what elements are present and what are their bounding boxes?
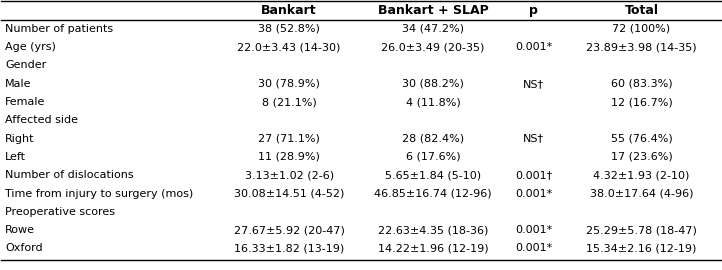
Text: 27.67±5.92 (20-47): 27.67±5.92 (20-47)	[234, 225, 344, 235]
Text: 5.65±1.84 (5-10): 5.65±1.84 (5-10)	[385, 170, 481, 180]
Text: Time from injury to surgery (mos): Time from injury to surgery (mos)	[5, 188, 193, 198]
Text: 22.0±3.43 (14-30): 22.0±3.43 (14-30)	[238, 42, 341, 52]
Text: NS†: NS†	[523, 79, 544, 89]
Text: 34 (47.2%): 34 (47.2%)	[402, 24, 464, 34]
Text: 22.63±4.35 (18-36): 22.63±4.35 (18-36)	[378, 225, 488, 235]
Text: 14.22±1.96 (12-19): 14.22±1.96 (12-19)	[378, 244, 488, 254]
Text: 4 (11.8%): 4 (11.8%)	[406, 97, 461, 107]
Text: Total: Total	[625, 4, 658, 17]
Text: 0.001*: 0.001*	[515, 225, 552, 235]
Text: 30.08±14.51 (4-52): 30.08±14.51 (4-52)	[234, 188, 344, 198]
Text: 23.89±3.98 (14-35): 23.89±3.98 (14-35)	[586, 42, 697, 52]
Text: 28 (82.4%): 28 (82.4%)	[402, 134, 464, 144]
Text: Right: Right	[5, 134, 35, 144]
Text: 0.001*: 0.001*	[515, 244, 552, 254]
Text: Age (yrs): Age (yrs)	[5, 42, 56, 52]
Text: p: p	[529, 4, 538, 17]
Text: Number of patients: Number of patients	[5, 24, 113, 34]
Text: Oxford: Oxford	[5, 244, 43, 254]
Text: 3.13±1.02 (2-6): 3.13±1.02 (2-6)	[245, 170, 334, 180]
Text: Rowe: Rowe	[5, 225, 35, 235]
Text: 8 (21.1%): 8 (21.1%)	[261, 97, 316, 107]
Text: 60 (83.3%): 60 (83.3%)	[611, 79, 672, 89]
Text: 11 (28.9%): 11 (28.9%)	[258, 152, 320, 162]
Text: Gender: Gender	[5, 60, 46, 70]
Text: Bankart + SLAP: Bankart + SLAP	[378, 4, 488, 17]
Text: 38 (52.8%): 38 (52.8%)	[258, 24, 320, 34]
Text: NS†: NS†	[523, 134, 544, 144]
Text: 55 (76.4%): 55 (76.4%)	[611, 134, 672, 144]
Text: 26.0±3.49 (20-35): 26.0±3.49 (20-35)	[381, 42, 484, 52]
Text: 0.001*: 0.001*	[515, 188, 552, 198]
Text: 30 (78.9%): 30 (78.9%)	[258, 79, 320, 89]
Text: Preoperative scores: Preoperative scores	[5, 207, 115, 217]
Text: Affected side: Affected side	[5, 115, 78, 125]
Text: 17 (23.6%): 17 (23.6%)	[611, 152, 672, 162]
Text: Number of dislocations: Number of dislocations	[5, 170, 134, 180]
Text: 16.33±1.82 (13-19): 16.33±1.82 (13-19)	[234, 244, 344, 254]
Text: Bankart: Bankart	[261, 4, 317, 17]
Text: 38.0±17.64 (4-96): 38.0±17.64 (4-96)	[590, 188, 693, 198]
Text: 12 (16.7%): 12 (16.7%)	[611, 97, 672, 107]
Text: 4.32±1.93 (2-10): 4.32±1.93 (2-10)	[593, 170, 690, 180]
Text: 30 (88.2%): 30 (88.2%)	[402, 79, 464, 89]
Text: Left: Left	[5, 152, 26, 162]
Text: 0.001†: 0.001†	[515, 170, 552, 180]
Text: 15.34±2.16 (12-19): 15.34±2.16 (12-19)	[586, 244, 697, 254]
Text: 27 (71.1%): 27 (71.1%)	[258, 134, 320, 144]
Text: 25.29±5.78 (18-47): 25.29±5.78 (18-47)	[586, 225, 697, 235]
Text: Male: Male	[5, 79, 32, 89]
Text: 6 (17.6%): 6 (17.6%)	[406, 152, 460, 162]
Text: Female: Female	[5, 97, 45, 107]
Text: 46.85±16.74 (12-96): 46.85±16.74 (12-96)	[374, 188, 492, 198]
Text: 72 (100%): 72 (100%)	[612, 24, 671, 34]
Text: 0.001*: 0.001*	[515, 42, 552, 52]
